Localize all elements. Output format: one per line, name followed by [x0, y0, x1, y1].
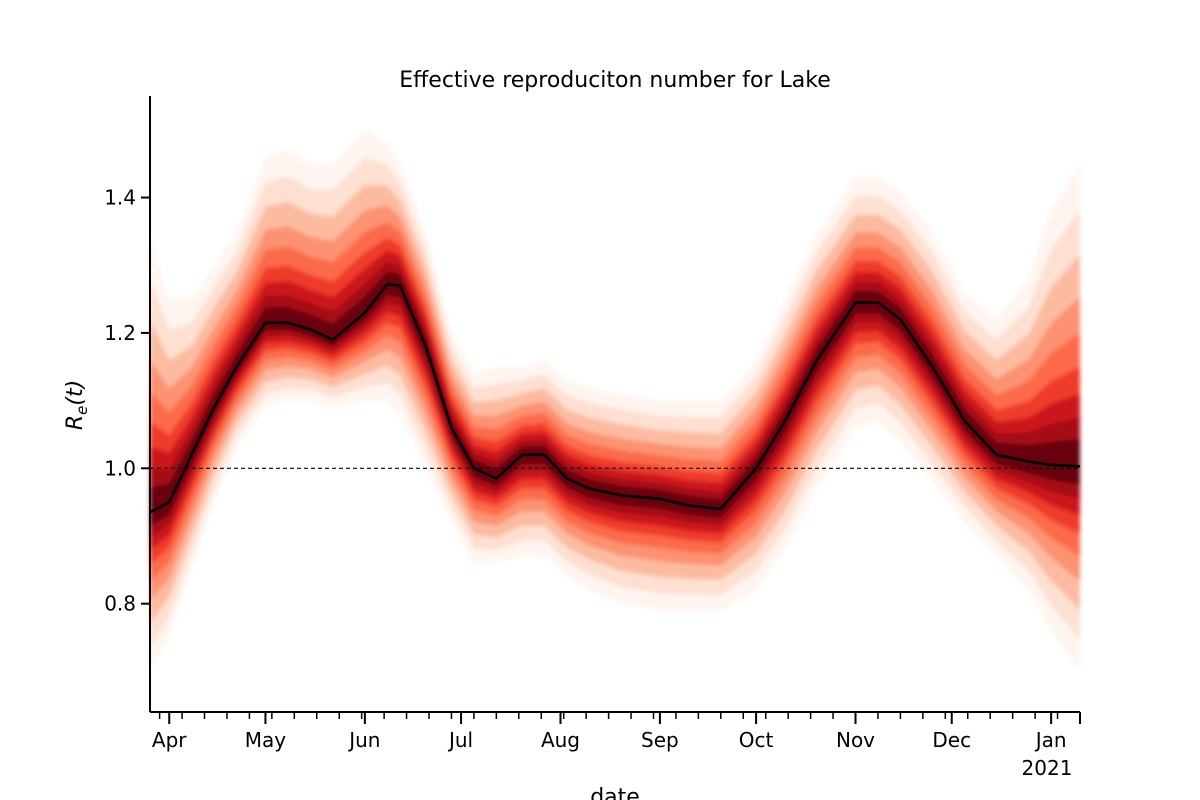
- y-ticks: 0.8 1.0 1.2 1.4: [104, 186, 150, 616]
- y-label-main: R: [63, 415, 88, 430]
- y-tick-label: 1.4: [104, 186, 136, 210]
- x-tick-label: Aug: [541, 728, 580, 752]
- x-tick-label: Oct: [739, 728, 774, 752]
- x-axis-label: date: [590, 785, 640, 800]
- x-year-label: 2021: [1022, 756, 1073, 780]
- x-tick-label: Jun: [347, 728, 380, 752]
- x-tick-label: May: [245, 728, 287, 752]
- svg-text:Re(t): Re(t): [63, 380, 91, 430]
- y-tick-label: 0.8: [104, 592, 136, 616]
- x-tick-label: Dec: [932, 728, 971, 752]
- y-axis-label: Re(t): [63, 380, 91, 430]
- band-8: [150, 261, 1080, 538]
- x-tick-label: Apr: [152, 728, 187, 752]
- y-label-rest: (t): [63, 380, 88, 406]
- x-ticks: Apr May Jun Jul Aug Sep Oct Nov Dec Jan: [152, 712, 1081, 752]
- median-line: [149, 282, 1081, 514]
- x-tick-label: Nov: [836, 728, 875, 752]
- x-tick-label: Jul: [447, 728, 473, 752]
- x-tick-label: Sep: [641, 728, 679, 752]
- chart-title: Effective reproduciton number for Lake: [399, 68, 831, 93]
- y-tick-label: 1.2: [104, 321, 136, 345]
- y-tick-label: 1.0: [104, 456, 136, 480]
- x-tick-label: Jan: [1034, 728, 1067, 752]
- axes: [149, 96, 1080, 713]
- y-label-sub: e: [73, 406, 91, 415]
- uncertainty-bands: [150, 129, 1080, 672]
